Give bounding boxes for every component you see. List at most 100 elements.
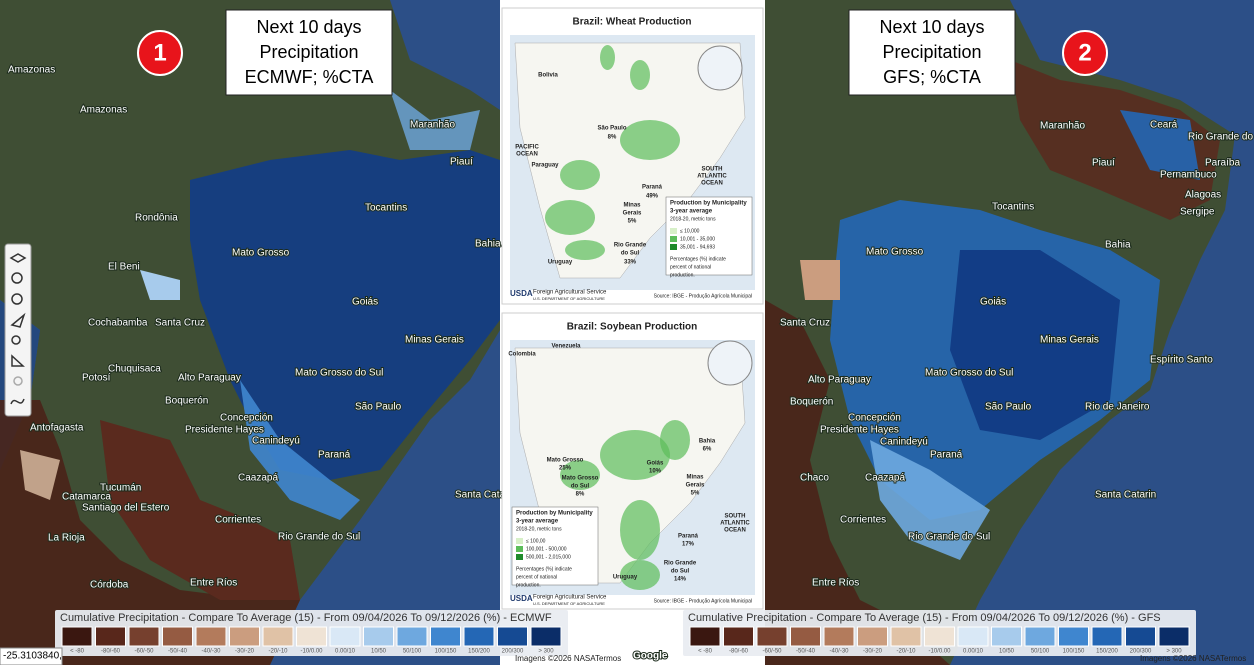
terms-link[interactable]: Termos [1220,654,1246,663]
map-label: Uruguay [613,575,638,581]
map-left[interactable] [0,0,500,665]
map-legend-text: 2018-20, metric tons [670,216,716,222]
map-label: Bolivia [538,73,558,79]
place-label: Entre Ríos [190,578,237,589]
map-label: 10% [649,469,662,475]
map-label: 25% [559,466,572,472]
map-right[interactable] [765,0,1254,665]
map-label: 8% [608,135,617,141]
search-icon[interactable] [11,335,21,345]
place-label: Paraná [930,450,963,461]
place-label: Maranhão [1040,121,1085,132]
place-label: Tocantins [365,203,407,214]
legend-swatch [329,626,361,647]
map-legend-text: 2018-20, metric tons [516,526,562,532]
measure-icon[interactable] [11,354,25,367]
place-label: Espírito Santo [1150,355,1213,366]
place-label: Entre Ríos [812,578,859,589]
select-icon[interactable] [10,312,26,328]
map-label: Colombia [508,352,536,358]
legend-label: 0.00/10 [335,649,356,655]
badge [1062,30,1108,76]
legend-swatch [95,626,126,647]
map-label: do Sul [571,484,590,490]
map-label: Mato Grosso [562,476,599,482]
production-area [620,500,660,560]
legend-swatch [61,626,93,647]
legend-label: 10/50 [371,649,387,655]
legend-title: Cumulative Precipitation - Compare To Av… [688,612,1161,624]
map-label: Paraná [642,185,663,191]
legend-label: -30/-20 [863,649,883,655]
legend-swatch [857,626,888,647]
place-label: Concepción [220,413,273,424]
zoom-in-icon[interactable] [11,272,23,284]
map-legend-text: percent of national [516,574,557,580]
map-label: Uruguay [548,260,573,266]
zoom-out-icon[interactable] [11,293,23,305]
map-title: Brazil: Wheat Production [573,17,692,28]
legend-swatch [823,626,855,647]
map-label: do Sul [621,251,640,257]
map-label: 6% [703,447,712,453]
map-label: Goiás [647,461,664,467]
legend-label: 10/50 [999,649,1015,655]
legend-swatch [530,626,562,647]
terms-link[interactable]: Termos [595,654,621,663]
map-legend-text: Production by Municipality [670,201,747,207]
production-area [560,460,600,490]
map-legend-text: ≤ 100,00 [526,538,546,544]
legend-swatch [497,626,528,647]
place-label: Santa Catarin [1095,490,1156,501]
layers-icon[interactable] [9,253,27,263]
source: Source: IBGE - Produção Agrícola Municip… [654,598,752,604]
legend-swatch [991,626,1022,647]
place-label: Minas Gerais [1040,335,1099,346]
map-label: Venezuela [551,344,581,350]
legend-swatch [890,626,922,647]
legend-label: -20/-10 [896,649,916,655]
place-label: Pernambuco [1160,170,1217,181]
place-label: Tocantins [992,202,1034,213]
place-label: La Rioja [48,533,85,544]
legend-swatch [756,626,788,647]
legend-label: -60/-50 [762,649,782,655]
legend-swatch [1024,626,1056,647]
production-area [565,240,605,260]
place-label: El Beni [108,262,140,273]
legend-swatch [723,626,754,647]
map-label: OCEAN [724,528,746,534]
legend-swatch [1091,626,1123,647]
legend-label: 100/150 [435,649,457,655]
legend-swatch [363,626,394,647]
legend-swatch [516,538,523,544]
production-area [620,120,680,160]
map-label: SOUTH [702,167,723,173]
draw-icon[interactable] [10,398,25,405]
legend-label: 0.00/10 [963,649,984,655]
map-label: Paraná [678,534,699,540]
badge-number: 2 [1078,39,1091,66]
legend-swatch [128,626,160,647]
locate-icon[interactable] [13,376,23,386]
legend-label: -10/0.00 [928,649,951,655]
place-label: Sergipe [1180,207,1215,218]
legend-swatch [957,626,989,647]
legend-label: -40/-30 [829,649,849,655]
place-label: Maranhão [410,120,455,131]
map-label: do Sul [671,569,690,575]
legend-swatch [1058,626,1089,647]
legend-swatch [924,626,955,647]
note-line: Precipitation [882,42,981,62]
place-label: Paraná [318,450,351,461]
map-legend-text: Production by Municipality [516,511,593,517]
place-label: Amazonas [8,65,55,76]
map-legend-text: ≤ 10,000 [680,228,700,234]
place-label: Chaco [800,473,829,484]
map-label: 49% [646,194,659,200]
place-label: Rio Grande do Sul [908,532,990,543]
place-label: Piauí [1092,158,1115,169]
legend-label: -50/-40 [796,649,816,655]
map-label: São Paulo [597,126,626,132]
